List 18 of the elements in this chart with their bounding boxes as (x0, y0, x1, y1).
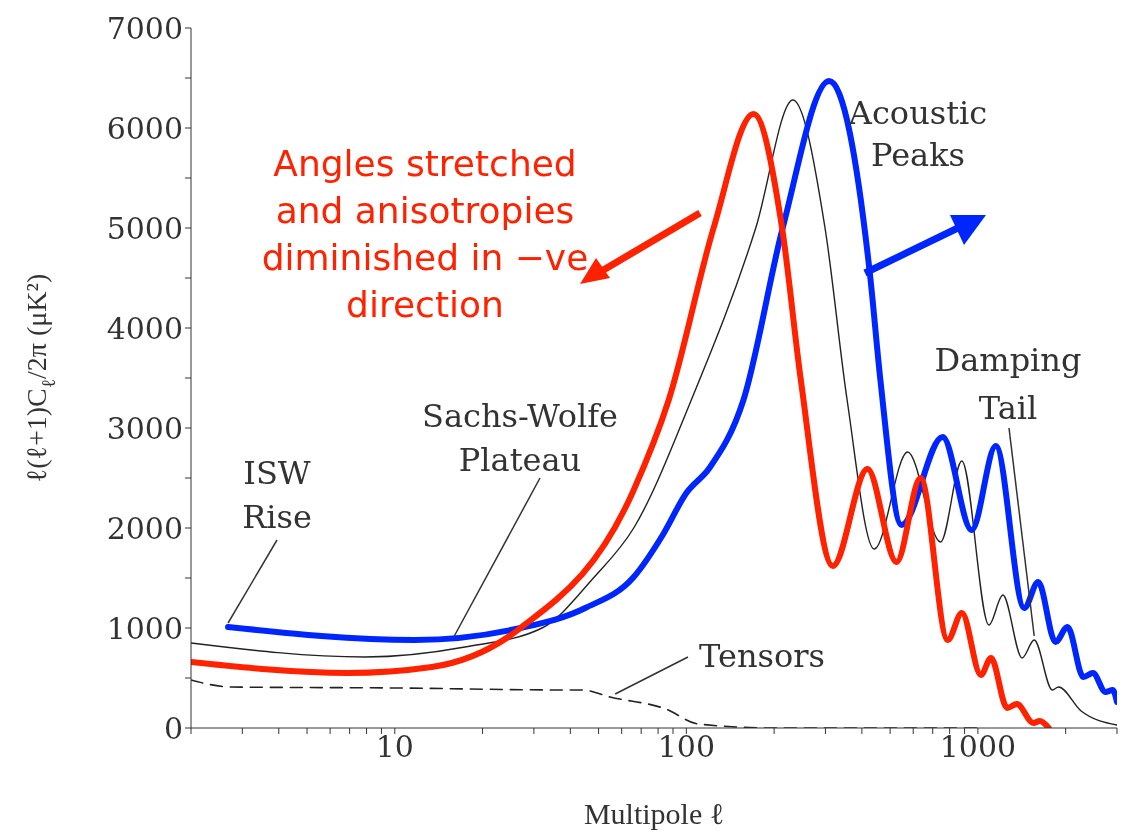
y-tick-label: 0 (163, 710, 183, 746)
annotation: Sachs-Wolfe Plateau (421, 396, 619, 481)
annotation: ISW Rise (241, 453, 313, 538)
y-tick-label: 3000 (106, 410, 183, 446)
y-tick-label: 6000 (106, 110, 183, 146)
annotation: Acoustic Peaks (847, 93, 989, 176)
x-axis-title: Multipole ℓ (583, 797, 725, 830)
y-tick-label: 4000 (106, 310, 183, 346)
y-tick-label: 2000 (106, 510, 183, 546)
annotation: Angles stretched and anisotropies diminished in −ve direction (260, 142, 590, 327)
x-tick-label: 10 (375, 729, 414, 765)
y-tick-label: 5000 (106, 210, 183, 246)
y-tick-label: 1000 (106, 610, 183, 646)
x-tick-label: 100 (657, 729, 715, 765)
y-tick-label: 7000 (106, 10, 183, 46)
annotation: Tensors (698, 636, 826, 676)
annotation: Damping Tail (933, 340, 1083, 429)
x-tick-label: 1000 (939, 729, 1017, 765)
